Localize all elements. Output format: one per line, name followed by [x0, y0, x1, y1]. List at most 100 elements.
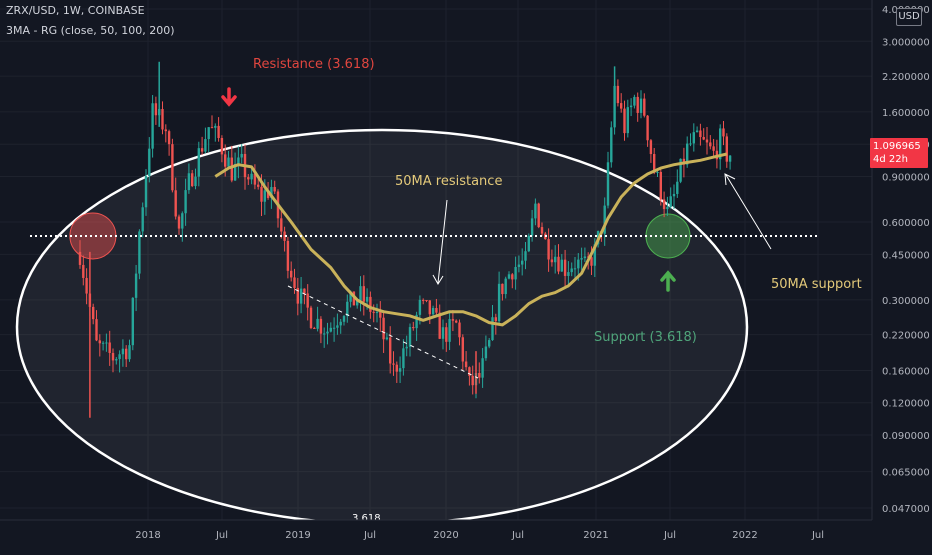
candle	[633, 94, 636, 109]
candle-body	[461, 337, 464, 362]
candle-body	[488, 340, 491, 347]
candle-body	[511, 274, 514, 280]
candle	[217, 117, 220, 142]
candle	[273, 180, 276, 195]
candle-body	[194, 176, 197, 187]
candle-body	[349, 291, 352, 302]
candle	[402, 339, 405, 376]
candle-body	[514, 266, 517, 280]
candle-body	[527, 235, 530, 252]
ma-support-label: 50MA support	[771, 277, 862, 292]
candle-body	[494, 317, 497, 322]
y-tick-label: 0.900000	[882, 172, 930, 183]
candle	[705, 127, 709, 155]
candle-body	[441, 327, 445, 339]
candle-body	[455, 320, 458, 323]
candle-body	[438, 312, 441, 339]
candle-body	[695, 130, 699, 133]
candle-body	[692, 132, 695, 144]
candle	[471, 365, 474, 395]
candle	[210, 115, 214, 129]
candle-body	[237, 157, 240, 164]
candle	[412, 321, 415, 331]
candle	[230, 145, 233, 183]
candle-body	[253, 173, 257, 185]
trend-line	[287, 285, 479, 379]
candle-body	[689, 143, 692, 145]
candle-body	[672, 193, 676, 197]
candle-body	[266, 190, 270, 198]
candle	[534, 198, 537, 226]
candle	[151, 95, 154, 158]
x-tick-label: 2018	[135, 530, 160, 541]
candle-body	[412, 327, 415, 329]
candle	[187, 163, 191, 194]
x-tick-label: Jul	[215, 530, 228, 541]
candle	[398, 356, 402, 383]
candle	[504, 276, 507, 299]
candle-body	[405, 346, 408, 349]
candle	[92, 303, 95, 325]
candle	[431, 305, 435, 318]
x-tick-label: Jul	[511, 530, 524, 541]
candle	[458, 319, 461, 346]
candle	[448, 311, 451, 351]
candle-body	[306, 293, 309, 308]
candle-body	[332, 327, 336, 329]
candle	[240, 144, 243, 164]
candle	[405, 335, 408, 357]
candle	[220, 135, 224, 163]
candle	[662, 191, 666, 218]
candle-body	[369, 296, 372, 312]
candle-body	[385, 337, 389, 340]
candle-body	[280, 218, 283, 232]
candle	[629, 98, 633, 117]
candle	[389, 326, 392, 374]
candle	[567, 261, 570, 288]
candle	[722, 120, 725, 146]
candle-body	[187, 173, 191, 191]
candle-body	[309, 307, 313, 328]
candle	[207, 127, 210, 153]
candle-body	[653, 154, 656, 173]
candle-body	[210, 127, 214, 129]
y-tick-label: 0.300000	[882, 296, 930, 307]
candle-body	[362, 286, 365, 302]
candle	[712, 138, 715, 157]
candle-body	[389, 337, 392, 364]
currency-button[interactable]: USD	[896, 8, 922, 26]
candle-body	[118, 354, 121, 360]
candle-body	[125, 348, 128, 360]
candle-body	[577, 259, 580, 269]
candle	[309, 305, 313, 330]
symbol-legend: ZRX/USD, 1W, COINBASE	[6, 4, 145, 17]
last-price-tag: 1.096965 4d 22h	[870, 138, 928, 168]
candle	[105, 333, 108, 352]
candle-body	[138, 231, 141, 274]
candle-body	[550, 259, 554, 263]
candle-body	[620, 103, 623, 109]
candle-body	[329, 327, 332, 332]
candle-body	[428, 300, 431, 315]
candle	[148, 137, 151, 183]
candle-body	[679, 158, 682, 182]
y-tick-label: 0.090000	[882, 431, 930, 442]
candle	[82, 255, 85, 286]
candle	[134, 264, 138, 312]
candle-body	[167, 131, 171, 145]
candle	[144, 169, 148, 216]
candle-body	[174, 190, 177, 217]
candle-body	[359, 286, 362, 301]
candle	[468, 366, 471, 386]
candle-body	[98, 340, 101, 344]
candle-body	[491, 317, 494, 341]
candle-body	[610, 127, 613, 163]
candle	[557, 244, 560, 275]
candle-body	[336, 325, 339, 328]
candle-body	[111, 352, 115, 361]
candle-body	[464, 361, 468, 368]
price-axis-panel	[872, 0, 932, 550]
candle-body	[662, 199, 666, 210]
